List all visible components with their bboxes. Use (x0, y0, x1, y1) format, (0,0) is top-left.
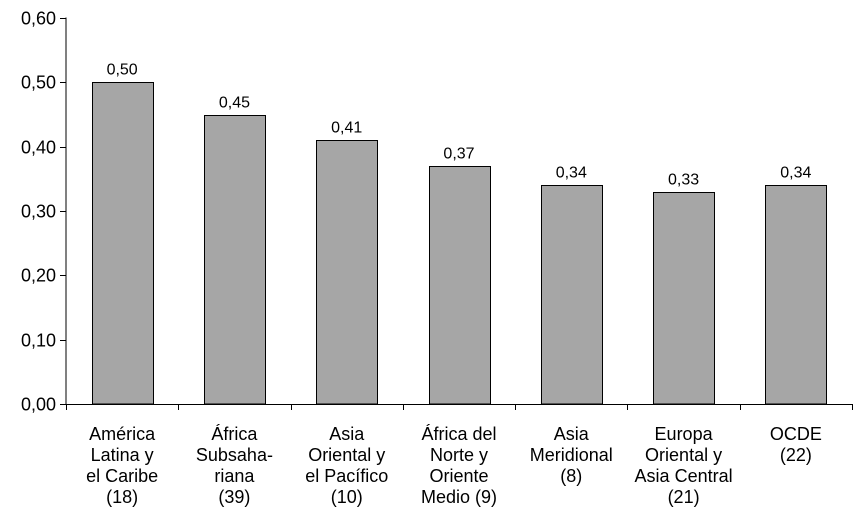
x-tick-label: Asia Meridional (8) (530, 424, 613, 486)
data-label: 0,33 (668, 172, 699, 189)
x-tick-label-line: Meridional (530, 445, 613, 465)
x-tick-label-line: el Caribe (86, 466, 158, 486)
bars (92, 82, 827, 405)
x-tick-label-line: Oriental y (645, 445, 722, 465)
y-tick-label: 0,00 (21, 395, 56, 415)
x-tick-label-line: América (89, 424, 156, 444)
data-label: 0,45 (219, 95, 250, 112)
x-tick-label-line: África del (421, 424, 496, 444)
x-tick-label: Europa Oriental y Asia Central (21) (635, 424, 733, 507)
y-tick-label: 0,60 (21, 9, 56, 29)
x-tick-label-line: Norte y (430, 445, 488, 465)
data-label: 0,34 (780, 165, 811, 182)
bar (541, 185, 603, 405)
x-tick-label: Asia Oriental y el Pacífico (10) (305, 424, 388, 507)
x-tick-label-line: Asia (329, 424, 365, 444)
bar (765, 185, 827, 405)
data-label: 0,50 (107, 62, 138, 79)
x-tick-label-line: Subsaha- (196, 445, 273, 465)
x-tick-label: África Subsaha-riana (39) (196, 424, 273, 507)
x-tick-label-line: Europa (655, 424, 714, 444)
x-tick-label-line: (18) (106, 487, 138, 507)
y-tick-label: 0,50 (21, 73, 56, 93)
x-tick-label-line: Asia Central (635, 466, 733, 486)
x-tick-label-line: (39) (218, 487, 250, 507)
x-axis: América Latina y el Caribe (18) África Subsah… (66, 404, 853, 507)
data-label: 0,34 (556, 165, 587, 182)
x-tick-label: América Latina y el Caribe (18) (86, 424, 158, 507)
x-tick-label-line: Latina y (91, 445, 154, 465)
bar (653, 192, 715, 405)
bar (92, 82, 154, 405)
x-tick-label-line: Oriente (429, 466, 488, 486)
x-tick-label-line: OCDE (770, 424, 822, 444)
bar (204, 115, 266, 405)
x-tick-label-line: África (211, 424, 258, 444)
y-axis: 0,00 0,10 0,20 0,30 0,40 0,50 0,60 (21, 9, 67, 415)
y-tick-label: 0,10 (21, 331, 56, 351)
x-tick-label-line: el Pacífico (305, 466, 388, 486)
bar (429, 166, 491, 405)
x-tick-label-line: Asia (554, 424, 590, 444)
x-tick-label-line: Oriental y (308, 445, 385, 465)
x-tick-label-line: (8) (560, 466, 582, 486)
x-tick-label: África del Norte y Oriente Medio (9) (421, 424, 497, 507)
y-tick-label: 0,20 (21, 266, 56, 286)
x-tick-label-line: riana (214, 466, 255, 486)
x-tick-label-line: (22) (780, 445, 812, 465)
x-tick-label-line: (21) (668, 487, 700, 507)
data-labels: 0,50 0,45 0,41 0,37 0,34 0,33 0,34 (107, 62, 812, 189)
bar (316, 140, 378, 405)
data-label: 0,37 (443, 146, 474, 163)
x-tick-label-line: (10) (331, 487, 363, 507)
data-label: 0,41 (331, 120, 362, 137)
x-tick-label-line: Medio (9) (421, 487, 497, 507)
x-tick-label: OCDE (22) (770, 424, 822, 465)
y-tick-label: 0,40 (21, 138, 56, 158)
y-tick-label: 0,30 (21, 202, 56, 222)
